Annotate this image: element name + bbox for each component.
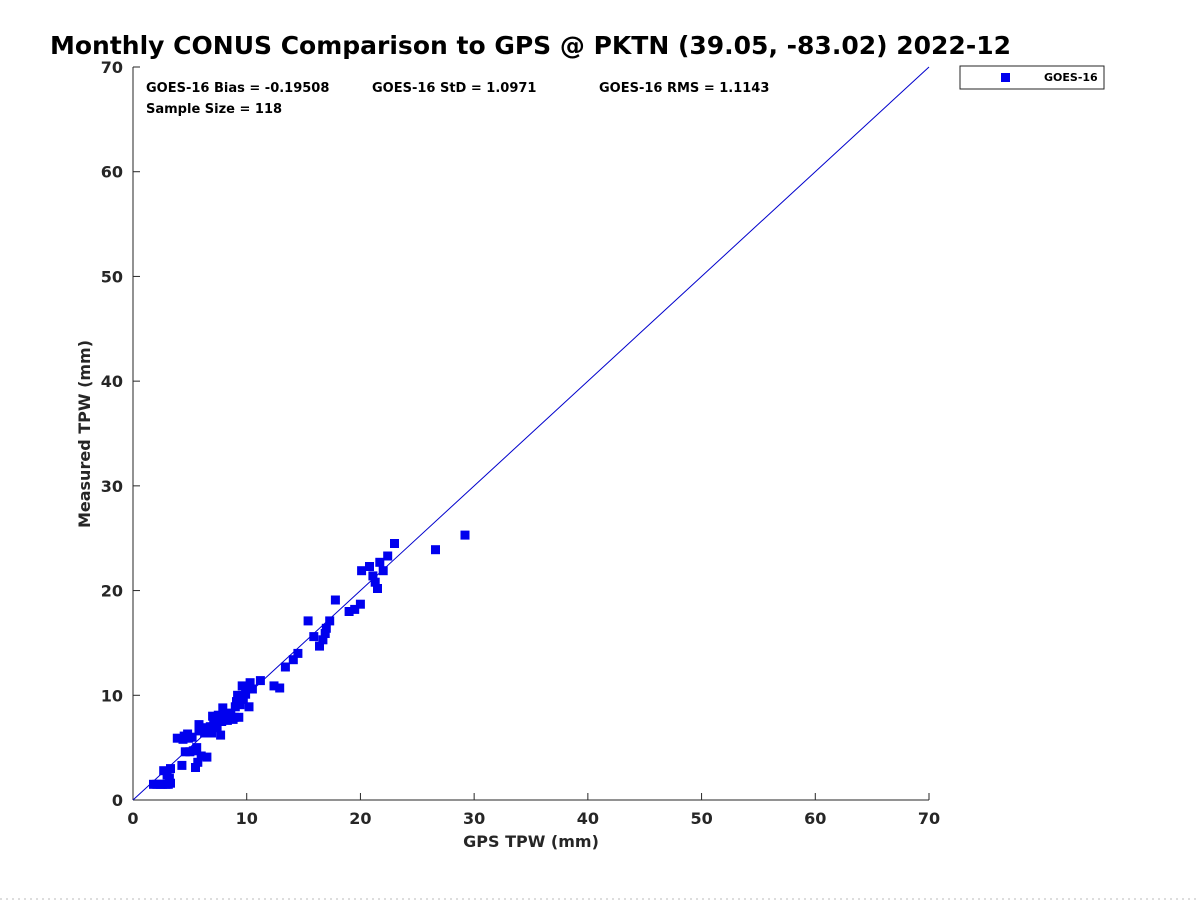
y-tick-label: 30 xyxy=(101,477,123,496)
data-point xyxy=(229,712,239,722)
data-point xyxy=(431,545,440,555)
x-tick-label: 10 xyxy=(236,809,258,828)
data-point xyxy=(247,684,257,694)
y-tick-label: 60 xyxy=(101,163,123,182)
data-point xyxy=(234,712,244,722)
data-point xyxy=(207,728,216,738)
y-tick-label: 40 xyxy=(101,372,123,391)
data-point xyxy=(460,530,470,540)
data-point xyxy=(177,760,187,770)
data-point xyxy=(355,599,365,609)
data-point xyxy=(193,757,203,767)
x-tick-label: 0 xyxy=(127,809,138,828)
data-point xyxy=(180,747,190,757)
x-tick-label: 20 xyxy=(349,809,371,828)
y-tick-label: 0 xyxy=(112,791,123,810)
data-point xyxy=(187,732,197,742)
data-point xyxy=(199,723,208,733)
data-point xyxy=(230,702,240,712)
y-tick-label: 10 xyxy=(101,686,123,705)
data-point xyxy=(269,681,279,691)
x-tick-label: 70 xyxy=(918,809,940,828)
data-point xyxy=(275,683,285,693)
plot-area: 0 10 20 30 40 50 60 70 0 10 20 30 40 50 60 70 xyxy=(101,58,940,828)
y-axis-label: Measured TPW (mm) xyxy=(75,340,94,528)
one-to-one-reference-line xyxy=(132,66,930,801)
data-point xyxy=(321,623,331,633)
data-point xyxy=(216,730,226,740)
x-tick-label: 60 xyxy=(804,809,826,828)
data-point xyxy=(166,778,175,788)
chart-title: Monthly CONUS Comparison to GPS @ PKTN (… xyxy=(50,31,1011,60)
data-point xyxy=(242,684,252,694)
bias-stat: GOES-16 Bias = -0.19508 xyxy=(146,81,329,96)
data-point xyxy=(192,743,202,753)
data-point xyxy=(218,703,228,713)
data-point xyxy=(235,700,245,710)
y-tick-label: 70 xyxy=(101,58,123,77)
data-point xyxy=(365,562,374,571)
data-point xyxy=(370,577,380,587)
data-point xyxy=(213,710,223,720)
data-point xyxy=(288,655,298,665)
data-point xyxy=(245,678,255,688)
data-point xyxy=(244,702,254,712)
legend-marker-square xyxy=(1001,73,1010,82)
data-point xyxy=(238,695,248,704)
data-point xyxy=(375,557,385,567)
data-point xyxy=(202,752,212,762)
data-point xyxy=(383,551,393,561)
std-stat: GOES-16 StD = 1.0971 xyxy=(372,81,536,96)
x-axis-label: GPS TPW (mm) xyxy=(463,832,599,851)
data-point xyxy=(293,648,303,658)
legend-label: GOES-16 xyxy=(1044,71,1098,84)
data-point xyxy=(233,690,243,700)
y-axis-ticks: 0 10 20 30 40 50 60 70 xyxy=(101,58,140,810)
data-point xyxy=(378,566,388,576)
data-point xyxy=(164,773,174,783)
data-point xyxy=(303,616,313,626)
x-tick-label: 40 xyxy=(577,809,599,828)
data-point xyxy=(357,566,367,576)
data-point xyxy=(344,607,354,616)
data-point xyxy=(315,641,324,651)
data-point xyxy=(373,584,382,593)
data-point xyxy=(280,662,290,672)
y-tick-label: 20 xyxy=(101,582,123,601)
data-point xyxy=(255,676,265,686)
data-point xyxy=(350,604,360,614)
data-point xyxy=(309,632,319,642)
data-point xyxy=(172,733,182,743)
x-tick-label: 30 xyxy=(463,809,485,828)
scatter-points xyxy=(149,530,470,789)
data-point xyxy=(212,723,222,733)
x-axis-ticks: 0 10 20 30 40 50 60 70 xyxy=(127,793,940,828)
sample-size-stat: Sample Size = 118 xyxy=(146,102,282,117)
x-tick-label: 50 xyxy=(690,809,712,828)
y-tick-label: 50 xyxy=(101,267,123,286)
data-point xyxy=(241,689,251,699)
data-point xyxy=(191,763,200,772)
data-point xyxy=(325,616,335,626)
legend-box xyxy=(959,65,1105,90)
data-point xyxy=(368,571,378,581)
rms-stat: GOES-16 RMS = 1.1143 xyxy=(599,81,769,96)
data-point xyxy=(196,751,206,761)
data-point xyxy=(330,595,340,605)
data-point xyxy=(166,764,175,774)
data-point xyxy=(390,539,399,548)
data-point xyxy=(318,635,328,645)
legend: GOES-16 xyxy=(959,65,1105,90)
data-point xyxy=(320,629,330,638)
